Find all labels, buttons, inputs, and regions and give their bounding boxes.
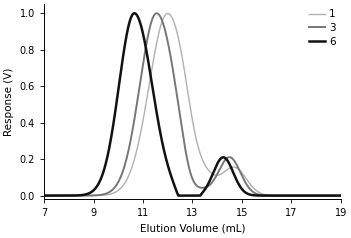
- 3: [156, 12, 160, 15]
- 1: [301, 194, 305, 197]
- 3: [333, 194, 337, 197]
- 3: [42, 194, 46, 197]
- Line: 6: 6: [44, 13, 341, 196]
- 6: [333, 194, 337, 197]
- 6: [156, 119, 160, 121]
- 1: [156, 36, 160, 39]
- 3: [76, 194, 80, 197]
- Line: 3: 3: [44, 13, 341, 196]
- 1: [333, 194, 337, 197]
- 3: [339, 194, 343, 197]
- 6: [169, 174, 173, 177]
- 1: [42, 194, 46, 197]
- 1: [339, 194, 343, 197]
- Y-axis label: Response (V): Response (V): [4, 68, 14, 136]
- 6: [132, 12, 137, 15]
- 1: [76, 194, 80, 197]
- 6: [76, 194, 80, 197]
- 6: [176, 194, 180, 197]
- 3: [93, 194, 98, 197]
- 3: [154, 12, 159, 15]
- 6: [42, 194, 46, 197]
- 3: [169, 56, 173, 59]
- 6: [339, 194, 343, 197]
- 6: [301, 194, 305, 197]
- 1: [166, 12, 170, 15]
- 6: [93, 187, 98, 190]
- X-axis label: Elution Volume (mL): Elution Volume (mL): [140, 224, 245, 234]
- 1: [93, 194, 98, 197]
- Line: 1: 1: [44, 13, 341, 196]
- 3: [301, 194, 305, 197]
- 1: [169, 14, 173, 17]
- Legend: 1, 3, 6: 1, 3, 6: [305, 5, 340, 51]
